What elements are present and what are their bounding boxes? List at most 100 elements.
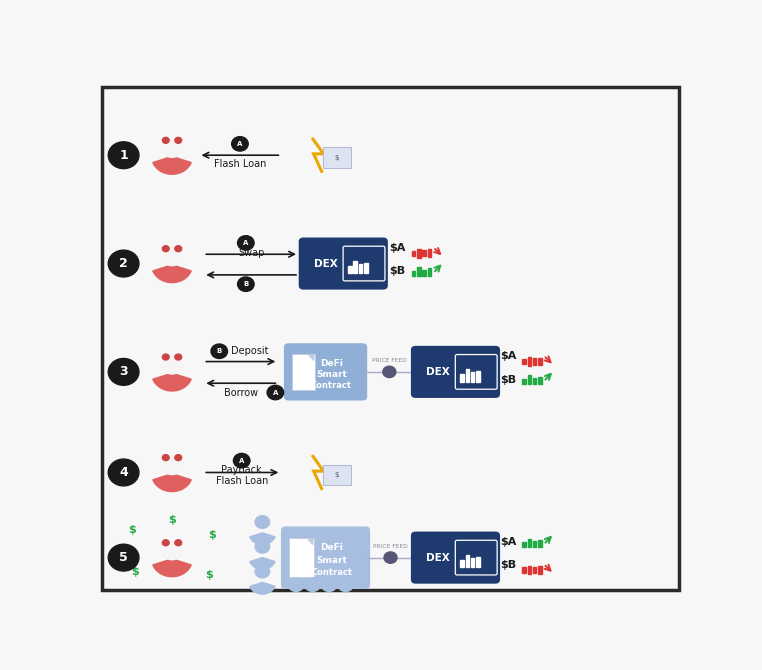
FancyBboxPatch shape bbox=[284, 343, 367, 401]
Wedge shape bbox=[250, 582, 275, 594]
FancyBboxPatch shape bbox=[323, 464, 351, 485]
Wedge shape bbox=[153, 559, 191, 577]
Text: Borrow: Borrow bbox=[224, 387, 258, 397]
Text: $: $ bbox=[208, 531, 216, 540]
Bar bbox=[533, 378, 536, 385]
Bar bbox=[411, 271, 415, 276]
Text: Flash Loan: Flash Loan bbox=[216, 476, 268, 486]
Wedge shape bbox=[153, 474, 191, 492]
Bar bbox=[411, 251, 415, 256]
Text: DEX: DEX bbox=[314, 259, 338, 269]
Text: Contract: Contract bbox=[311, 381, 352, 390]
Bar bbox=[460, 560, 464, 567]
Wedge shape bbox=[315, 596, 343, 609]
Text: 2: 2 bbox=[119, 257, 128, 270]
Text: $: $ bbox=[131, 567, 139, 578]
Text: Deposit: Deposit bbox=[231, 346, 269, 356]
Text: DeFi: DeFi bbox=[321, 543, 344, 552]
Text: Swap: Swap bbox=[238, 248, 264, 258]
Text: Flash Loan: Flash Loan bbox=[214, 159, 266, 170]
Circle shape bbox=[144, 533, 200, 582]
Circle shape bbox=[305, 578, 320, 592]
Circle shape bbox=[211, 344, 228, 358]
Wedge shape bbox=[250, 557, 275, 570]
Text: 1: 1 bbox=[119, 149, 128, 161]
Circle shape bbox=[108, 544, 139, 571]
Bar bbox=[538, 566, 542, 574]
Text: A: A bbox=[237, 141, 242, 147]
Polygon shape bbox=[309, 355, 314, 360]
Text: A: A bbox=[239, 458, 245, 464]
Wedge shape bbox=[153, 156, 191, 174]
Text: DeFi: DeFi bbox=[320, 358, 343, 368]
Text: PRICE FEED: PRICE FEED bbox=[372, 358, 407, 363]
Text: B: B bbox=[216, 348, 222, 354]
Text: 3: 3 bbox=[120, 365, 128, 379]
Text: DEX: DEX bbox=[426, 553, 450, 563]
Circle shape bbox=[383, 366, 395, 378]
Bar bbox=[427, 268, 431, 276]
Circle shape bbox=[238, 277, 254, 291]
Wedge shape bbox=[299, 596, 326, 609]
Bar bbox=[460, 375, 464, 381]
Text: PRICE FEED: PRICE FEED bbox=[373, 544, 408, 549]
Circle shape bbox=[162, 540, 169, 546]
Text: $A: $A bbox=[500, 351, 516, 361]
Bar bbox=[538, 377, 542, 385]
Bar bbox=[533, 541, 536, 547]
Wedge shape bbox=[153, 265, 191, 283]
Circle shape bbox=[108, 358, 139, 385]
FancyBboxPatch shape bbox=[411, 346, 500, 398]
Text: $B: $B bbox=[500, 375, 516, 385]
Bar bbox=[527, 565, 531, 574]
Circle shape bbox=[162, 455, 169, 460]
Circle shape bbox=[144, 239, 200, 288]
Circle shape bbox=[286, 129, 347, 182]
Text: A: A bbox=[243, 240, 248, 246]
Circle shape bbox=[255, 565, 270, 578]
Bar bbox=[359, 264, 362, 273]
Bar bbox=[466, 555, 469, 567]
Bar bbox=[476, 371, 480, 381]
Text: Smart: Smart bbox=[316, 370, 347, 379]
Circle shape bbox=[162, 354, 169, 360]
Text: Contract: Contract bbox=[312, 568, 353, 578]
Circle shape bbox=[174, 137, 181, 143]
Bar bbox=[354, 261, 357, 273]
Text: $: $ bbox=[168, 515, 176, 525]
Circle shape bbox=[255, 516, 270, 529]
Bar bbox=[527, 357, 531, 366]
FancyBboxPatch shape bbox=[102, 86, 679, 590]
Text: $: $ bbox=[335, 155, 339, 161]
Bar bbox=[348, 266, 351, 273]
Bar bbox=[522, 359, 526, 364]
Circle shape bbox=[162, 542, 182, 559]
Circle shape bbox=[162, 248, 182, 265]
Text: B: B bbox=[243, 281, 248, 287]
FancyBboxPatch shape bbox=[290, 538, 314, 577]
FancyBboxPatch shape bbox=[281, 527, 370, 589]
Bar bbox=[533, 358, 536, 364]
Circle shape bbox=[255, 541, 270, 553]
Circle shape bbox=[322, 578, 337, 592]
Polygon shape bbox=[308, 539, 313, 544]
Bar bbox=[471, 558, 475, 567]
Text: 5: 5 bbox=[119, 551, 128, 564]
Text: $B: $B bbox=[389, 266, 405, 276]
Bar bbox=[538, 539, 542, 547]
Wedge shape bbox=[283, 596, 309, 609]
Wedge shape bbox=[153, 373, 191, 391]
Circle shape bbox=[174, 540, 181, 546]
Bar bbox=[417, 249, 421, 257]
Text: Smart: Smart bbox=[316, 556, 347, 565]
Text: $: $ bbox=[335, 472, 339, 478]
Circle shape bbox=[174, 354, 181, 360]
Wedge shape bbox=[332, 596, 359, 609]
Circle shape bbox=[286, 446, 347, 499]
Circle shape bbox=[144, 448, 200, 497]
Bar bbox=[533, 567, 536, 573]
Circle shape bbox=[162, 356, 182, 374]
Bar bbox=[422, 270, 426, 276]
Circle shape bbox=[174, 455, 181, 460]
Circle shape bbox=[144, 131, 200, 180]
